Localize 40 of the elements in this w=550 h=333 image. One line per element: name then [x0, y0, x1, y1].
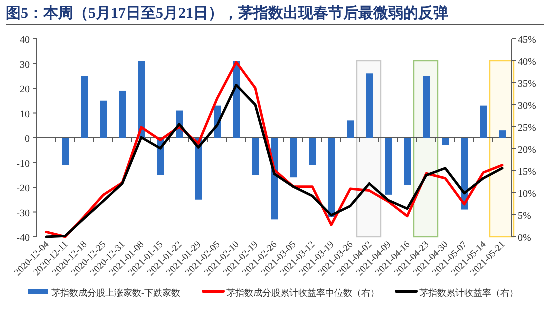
- bar: [499, 130, 506, 138]
- bar: [100, 100, 107, 138]
- y-tick-label: -20: [16, 184, 30, 194]
- bar: [328, 138, 335, 218]
- y-tick-label: 10: [20, 109, 30, 120]
- y2-tick-label: 25%: [518, 123, 536, 134]
- y-tick-label: -10: [16, 158, 30, 170]
- y2-tick-label: 20%: [518, 145, 536, 156]
- bar: [252, 138, 259, 176]
- bar: [309, 138, 316, 166]
- bar: [480, 106, 487, 138]
- y2-tick-label: 35%: [518, 79, 536, 90]
- y2-tick-label: 10%: [518, 189, 536, 200]
- bar: [442, 138, 449, 146]
- legend-label: 茅指数累计收益率（右）: [420, 288, 518, 298]
- bar: [81, 76, 88, 138]
- bar: [119, 90, 126, 138]
- bar: [366, 74, 373, 138]
- bar: [138, 61, 145, 138]
- bar: [290, 138, 297, 178]
- legend-label: 茅指数成分股累计收益率中位数（右）: [226, 288, 380, 298]
- y2-tick-label: 45%: [518, 35, 536, 46]
- bar: [423, 76, 430, 138]
- y2-tick-label: 5%: [518, 211, 532, 222]
- bar: [404, 138, 411, 186]
- bar: [62, 138, 69, 166]
- y-tick-label: -40: [16, 233, 30, 244]
- y-tick-label: 30: [20, 60, 30, 71]
- y2-tick-label: 40%: [518, 57, 536, 68]
- y-tick-label: 20: [20, 84, 30, 96]
- legend-label: 茅指数成分股上涨家数-下跌家数: [52, 288, 180, 298]
- y-tick-label: 0: [25, 134, 30, 145]
- y2-tick-label: 15%: [518, 167, 536, 178]
- title: 图5：本周（5月17日至5月21日），茅指数出现春节后最微弱的反弹: [6, 6, 448, 22]
- bar: [347, 120, 354, 138]
- bar: [385, 138, 392, 195]
- y-tick-label: 40: [20, 35, 30, 46]
- y-tick-label: -30: [16, 208, 30, 220]
- y2-tick-label: 30%: [518, 101, 536, 112]
- y2-tick-label: 0%: [518, 233, 532, 244]
